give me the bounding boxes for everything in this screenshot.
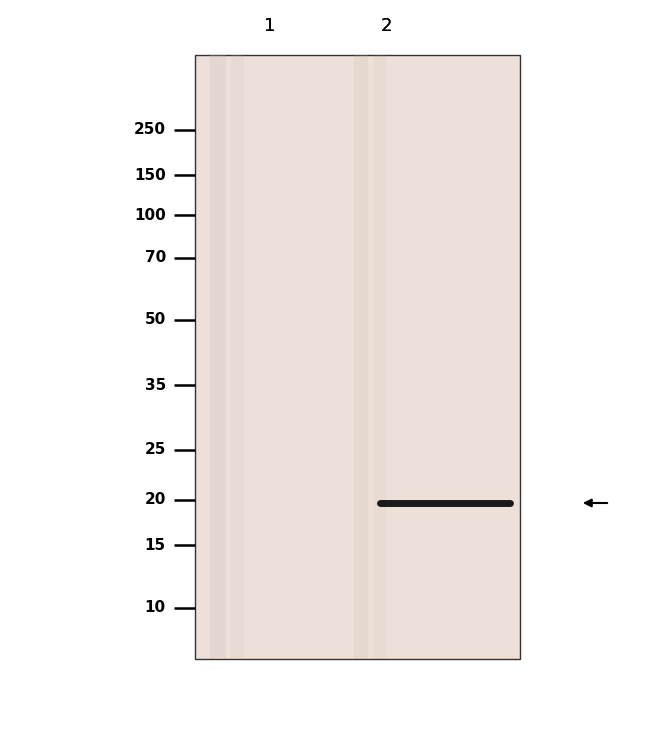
- Bar: [354, 55, 368, 659]
- Text: 1: 1: [264, 17, 276, 34]
- Text: 15: 15: [144, 537, 166, 553]
- Text: 250: 250: [134, 122, 166, 138]
- Text: 10: 10: [144, 600, 166, 616]
- Text: 50: 50: [144, 313, 166, 327]
- Text: 1: 1: [264, 17, 276, 34]
- Text: 35: 35: [144, 378, 166, 392]
- Bar: [209, 55, 226, 659]
- Text: 150: 150: [134, 168, 166, 182]
- Bar: [231, 55, 244, 659]
- Text: 2: 2: [381, 17, 393, 34]
- Text: 25: 25: [144, 443, 166, 458]
- Text: 70: 70: [144, 250, 166, 266]
- Text: 20: 20: [144, 493, 166, 507]
- Text: 100: 100: [134, 207, 166, 223]
- Text: 2: 2: [381, 17, 393, 34]
- Bar: [374, 55, 386, 659]
- Bar: [195, 55, 520, 659]
